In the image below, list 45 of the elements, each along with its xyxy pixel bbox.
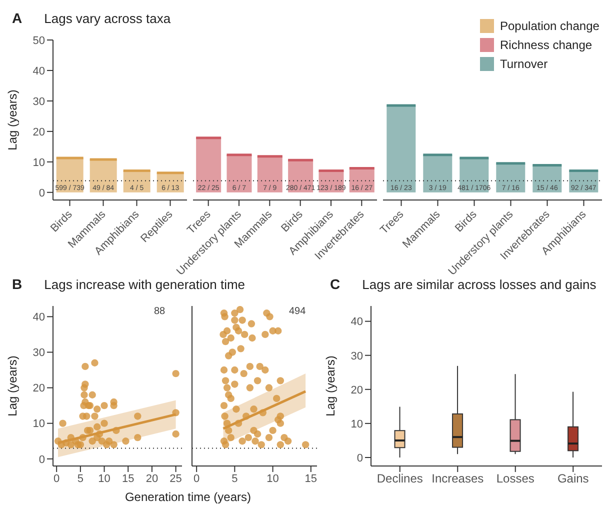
y-tick-label: 20 (32, 382, 45, 395)
y-tick-label: 10 (32, 156, 45, 169)
x-tick-label: 5 (232, 472, 238, 485)
x-tick-label: Declines (376, 472, 423, 486)
x-tick-label: Losses (496, 472, 534, 486)
y-tick-label: 30 (32, 96, 45, 108)
y-axis-title: Lag (years) (5, 90, 20, 150)
y-tick-label: 40 (32, 312, 45, 324)
x-tick-label: 0 (54, 472, 60, 485)
text: A (12, 10, 22, 26)
x-tick-label: Increases (432, 472, 484, 486)
x-tick-label: 20 (146, 472, 158, 485)
x-tick-label: 10 (266, 472, 279, 485)
x-tick-label: 15 (304, 472, 318, 485)
chart-title: Lags increase with generation time (44, 277, 246, 292)
x-axis-title: Generation time (years) (124, 490, 252, 504)
chart-title: Lags vary across taxa (44, 11, 171, 26)
legend-label: Turnover (500, 56, 548, 70)
y-tick-label: 0 (38, 454, 45, 466)
y-tick-label: 0 (38, 187, 45, 200)
y-tick-label: 40 (350, 316, 363, 328)
y-tick-label: 20 (350, 384, 363, 396)
y-tick-label: 10 (32, 418, 45, 430)
y-tick-label: 30 (350, 350, 363, 362)
x-tick-label: 10 (98, 472, 110, 485)
text: B (12, 276, 22, 292)
x-tick-label: 5 (77, 472, 84, 485)
legend-label: Richness change (500, 38, 592, 52)
y-tick-label: 0 (356, 452, 363, 464)
annotation: 88 (154, 306, 166, 317)
y-axis-title: Lag (years) (5, 356, 20, 416)
annotation: 494 (289, 306, 306, 317)
x-tick-label: 25 (170, 472, 182, 485)
chart-title: Lags are similar across losses and gains (362, 277, 596, 292)
x-tick-label: Gains (557, 472, 589, 486)
y-tick-label: 30 (32, 347, 45, 360)
y-axis-title: Lag (years) (323, 356, 338, 416)
x-tick-label: 0 (194, 472, 200, 485)
y-tick-label: 50 (32, 34, 45, 47)
legend-label: Population change (500, 18, 600, 32)
text: C (330, 276, 340, 292)
x-tick-label: 15 (122, 472, 134, 485)
y-tick-label: 40 (32, 65, 45, 78)
y-tick-label: 20 (32, 126, 45, 138)
y-tick-label: 10 (350, 418, 363, 430)
